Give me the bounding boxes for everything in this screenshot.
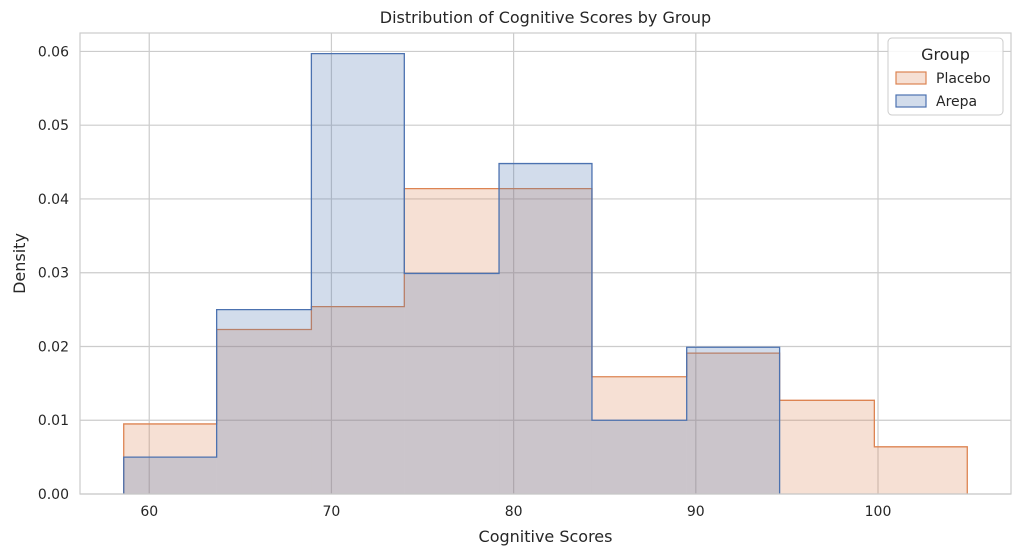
outline-arepa <box>123 53 781 494</box>
bar-placebo <box>591 376 687 494</box>
bar-placebo <box>686 353 780 494</box>
x-axis-label: Cognitive Scores <box>479 527 613 546</box>
legend: Group Placebo Arepa <box>887 37 1004 116</box>
bar-placebo <box>779 400 875 494</box>
bar-arepa <box>311 53 405 494</box>
bar-placebo <box>123 423 217 494</box>
x-tick-label: 70 <box>323 504 341 520</box>
x-tick-label: 60 <box>140 504 158 520</box>
x-tick-label: 80 <box>505 504 523 520</box>
x-axis-ticks: 60 70 80 90 100 <box>140 504 891 520</box>
chart-title: Distribution of Cognitive Scores by Grou… <box>380 8 711 27</box>
plot-frame <box>79 32 1012 495</box>
bar-placebo <box>404 188 500 494</box>
legend-box <box>887 37 1004 116</box>
bar-arepa <box>591 420 687 494</box>
bar-placebo <box>311 306 405 494</box>
legend-title: Group <box>921 45 970 64</box>
x-tick-label: 100 <box>865 504 892 520</box>
bar-placebo <box>874 446 968 494</box>
histogram-bars <box>123 53 968 494</box>
bar-arepa <box>216 309 312 494</box>
y-tick-label: 0.02 <box>38 339 69 355</box>
y-tick-label: 0.05 <box>38 118 69 134</box>
grid-lines <box>80 33 1011 495</box>
bar-arepa <box>686 347 780 494</box>
bar-arepa <box>404 273 500 494</box>
legend-swatch-placebo <box>895 71 927 85</box>
y-tick-label: 0.04 <box>38 192 69 208</box>
y-tick-label: 0.00 <box>38 487 69 503</box>
bar-placebo <box>499 188 592 494</box>
bar-arepa <box>123 457 217 494</box>
y-tick-label: 0.03 <box>38 266 69 282</box>
legend-label-placebo: Placebo <box>936 71 991 87</box>
legend-swatch-arepa <box>895 94 927 108</box>
bar-placebo <box>216 329 312 494</box>
y-tick-label: 0.06 <box>38 44 69 60</box>
series-arepa <box>123 53 781 494</box>
bar-arepa <box>499 163 592 494</box>
series-placebo <box>123 187 968 494</box>
x-tick-label: 90 <box>687 504 705 520</box>
legend-label-arepa: Arepa <box>936 94 977 110</box>
y-tick-label: 0.01 <box>38 413 69 429</box>
y-axis-label: Density <box>10 233 29 294</box>
y-axis-ticks: 0.00 0.01 0.02 0.03 0.04 0.05 0.06 <box>38 44 69 503</box>
